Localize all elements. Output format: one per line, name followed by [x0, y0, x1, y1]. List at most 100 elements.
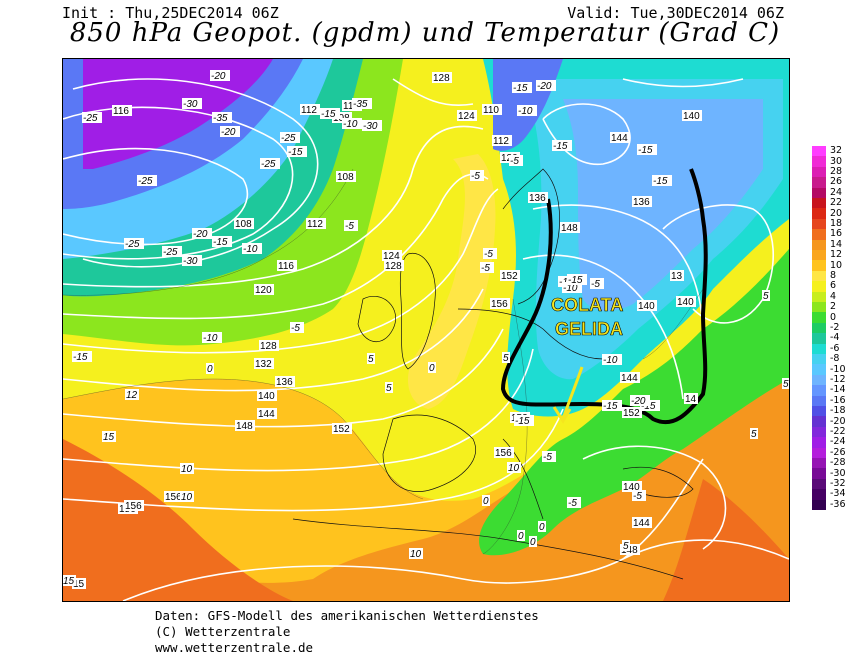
colorbar-tick-label: -24 — [830, 436, 846, 448]
contour-e — [63, 173, 489, 320]
temperature-label-bg — [63, 575, 76, 586]
temperature-label: -25 — [83, 113, 98, 124]
coast-iberia — [382, 414, 476, 492]
colorbar-swatch — [812, 239, 826, 251]
geopotential-label: 116 — [113, 106, 129, 117]
temperature-label: 0 — [207, 364, 213, 375]
geopotential-label-bg — [300, 104, 320, 115]
temperature-label-bg — [567, 497, 581, 508]
isotherm-b — [63, 378, 424, 500]
temperature-label-bg — [590, 278, 604, 289]
coast-north-africa — [292, 518, 684, 580]
contour-r — [392, 78, 474, 107]
temperature-label-bg — [125, 389, 139, 400]
geopotential-label: 112 — [301, 105, 317, 116]
contour-j — [63, 408, 564, 512]
temperature-label-bg — [470, 170, 484, 181]
temperature-label: -5 — [510, 156, 519, 167]
coast-ireland — [357, 296, 396, 342]
colorbar-tick-label: 14 — [830, 238, 843, 250]
temperature-label: 5 — [763, 291, 769, 302]
geopotential-label-bg — [490, 298, 510, 309]
annotation-line2: GELIDA — [555, 319, 623, 339]
temperature-label-bg — [782, 378, 789, 389]
geopotential-label: 144 — [611, 133, 628, 144]
temperature-label-bg — [362, 120, 382, 131]
temperature-label-bg — [344, 220, 358, 231]
contour-o — [582, 445, 727, 550]
colorbar-swatch — [812, 426, 826, 438]
contour-q — [622, 78, 744, 88]
temperature-label-bg — [287, 146, 307, 157]
geopotential-label: 152 — [333, 424, 350, 435]
footer-website[interactable]: www.wetterzentrale.de — [155, 640, 314, 655]
geopotential-label: 15 — [73, 579, 85, 590]
geopotential-label-bg — [457, 110, 477, 121]
geopotential-label: 140 — [638, 301, 655, 312]
contour-m — [522, 254, 684, 400]
temperature-label: -10 — [203, 333, 218, 344]
temperature-label-bg — [517, 105, 537, 116]
temperature-label: -30 — [183, 99, 198, 110]
colorbar-swatch — [812, 198, 826, 209]
colorbar-swatch — [812, 343, 826, 355]
geopotential-label-bg — [676, 296, 696, 307]
geopotential-label: 140 — [677, 297, 694, 308]
colorbar-tick-label: -20 — [830, 415, 846, 427]
chart-title: 850 hPa Geopot. (gpdm) und Temperatur (G… — [69, 18, 781, 48]
temperature-label-bg — [602, 354, 622, 365]
colorbar-tick-label: 26 — [830, 176, 843, 188]
temperature-label: -5 — [543, 452, 552, 463]
temperature-label: -10 — [243, 244, 258, 255]
temperature-label: -5 — [291, 323, 300, 334]
init-time: Init : Thu,25DEC2014 06Z — [62, 4, 279, 22]
temperature-labels: -20-25-30-35-20-15-10-5-25-25-20-25-35-3… — [63, 70, 789, 587]
colorbar-swatch — [812, 187, 826, 199]
colorbar-tick-label: 6 — [830, 280, 837, 292]
temperature-label: -20 — [631, 396, 646, 407]
geopotential-label-bg — [632, 196, 652, 207]
temperature-label-bg — [602, 400, 622, 411]
colorbar-swatch — [812, 447, 826, 459]
geopotential-label: 110 — [483, 105, 499, 116]
temperature-label-bg — [182, 255, 202, 266]
geopotential-label: 156 — [495, 448, 512, 459]
geopotential-label-bg — [234, 218, 254, 229]
colorbar-tick-label: 22 — [830, 197, 843, 209]
isotherm-a — [63, 168, 354, 296]
geopotential-label: 112 — [307, 219, 323, 230]
temperature-label: -30 — [183, 256, 198, 267]
geopotential-label-bg — [72, 578, 86, 589]
temperature-label-bg — [622, 540, 630, 551]
colorbar-tick-label: -36 — [830, 498, 846, 510]
temperature-label: -15 — [553, 141, 568, 152]
colorbar-swatch — [812, 458, 826, 469]
geopotential-label-bg — [610, 132, 630, 143]
geopotential-label: 156 — [165, 492, 182, 503]
cold-outbreak-outline — [500, 168, 708, 425]
geopotential-label-bg — [492, 135, 512, 146]
geopotential-label-bg — [684, 393, 698, 404]
colorbar-swatch — [812, 270, 826, 282]
contour-k — [122, 458, 704, 601]
temperature-label-bg — [750, 428, 758, 439]
geopotential-label: 120 — [255, 285, 272, 296]
temperature-label-bg — [562, 282, 582, 293]
colorbar-tick-label: -26 — [830, 446, 846, 458]
geopotential-label-bg — [164, 491, 184, 502]
annotation-arrow — [561, 366, 584, 420]
geopotential-label-bg — [254, 358, 274, 369]
temperature-label: -15 — [638, 145, 653, 156]
geopotential-label: 140 — [258, 391, 275, 402]
temperature-label: 5 — [386, 383, 392, 394]
geopotential-label-bg — [670, 270, 684, 281]
geopotential-label: 124 — [458, 111, 475, 122]
temperature-label-bg — [482, 495, 490, 506]
temperature-label: -15 — [568, 275, 583, 286]
temperature-label: -25 — [138, 176, 153, 187]
geopotential-label-bg — [306, 218, 326, 229]
contour-low-north — [542, 103, 631, 166]
temperature-label: 10 — [508, 463, 520, 474]
temperature-label: -25 — [261, 159, 276, 170]
geopotential-label: 140 — [623, 482, 640, 493]
